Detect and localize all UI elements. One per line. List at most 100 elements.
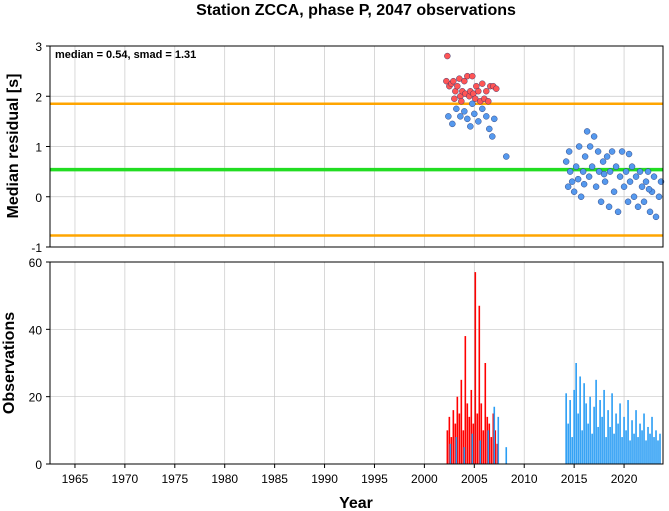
observation-bar-blue bbox=[633, 433, 635, 464]
residual-point-blue bbox=[449, 120, 456, 128]
x-tick-label: 1965 bbox=[62, 472, 89, 486]
observation-bar-blue bbox=[637, 437, 639, 464]
residual-point-blue bbox=[570, 188, 578, 195]
residual-point-blue bbox=[632, 173, 640, 180]
residual-point-blue bbox=[605, 203, 613, 211]
observation-bar-red bbox=[450, 437, 453, 464]
residual-point-blue bbox=[464, 115, 471, 123]
residual-point-blue bbox=[645, 186, 653, 193]
x-tick-label: 1995 bbox=[361, 472, 388, 486]
residual-point-blue bbox=[612, 163, 620, 170]
residual-point-blue bbox=[601, 178, 609, 185]
observation-bar-red bbox=[478, 305, 481, 464]
observation-bar-red bbox=[470, 389, 473, 464]
residual-point-red bbox=[458, 98, 465, 105]
residual-point-blue bbox=[588, 163, 596, 170]
residual-point-blue bbox=[624, 198, 632, 205]
residual-point-blue bbox=[586, 143, 594, 150]
residual-point-red bbox=[451, 95, 458, 102]
bottom-y-tick-label: 60 bbox=[29, 256, 43, 270]
residual-point-blue bbox=[469, 100, 476, 107]
residual-point-blue bbox=[608, 148, 616, 155]
observation-bar-red bbox=[458, 413, 461, 464]
observation-bar-red bbox=[496, 443, 499, 464]
residual-point-blue bbox=[445, 113, 452, 120]
observation-bar-red bbox=[452, 410, 455, 464]
observation-bar-red bbox=[456, 396, 459, 464]
observation-bar-blue bbox=[571, 437, 573, 464]
residual-point-blue bbox=[580, 180, 588, 188]
residual-point-red bbox=[456, 75, 463, 82]
observation-bar-blue bbox=[621, 437, 623, 464]
residual-point-blue bbox=[622, 168, 630, 175]
residual-point-blue bbox=[564, 183, 572, 190]
observation-bar-blue bbox=[631, 420, 633, 464]
observation-bar-blue bbox=[589, 396, 591, 464]
chart-title: Station ZCCA, phase P, 2047 observations bbox=[196, 2, 516, 19]
observation-bar-red bbox=[490, 437, 493, 464]
observation-bar-red bbox=[484, 363, 487, 464]
observation-bar-blue bbox=[569, 400, 571, 464]
residual-point-blue bbox=[491, 115, 498, 123]
top-y-tick-label: 3 bbox=[35, 40, 42, 54]
residual-point-blue bbox=[603, 153, 611, 160]
observation-bar-blue bbox=[573, 389, 575, 464]
residual-point-blue bbox=[600, 170, 608, 178]
residual-point-blue bbox=[606, 168, 614, 175]
residual-point-blue bbox=[489, 133, 496, 140]
residual-point-blue bbox=[597, 198, 605, 205]
residual-point-blue bbox=[562, 158, 570, 165]
residual-point-blue bbox=[610, 188, 618, 195]
observation-bar-blue bbox=[609, 426, 611, 464]
residual-point-red bbox=[461, 77, 468, 85]
observation-bar-red bbox=[472, 423, 475, 464]
residual-point-blue bbox=[594, 148, 602, 155]
observation-bar-blue bbox=[613, 433, 615, 464]
observation-bar-blue bbox=[605, 437, 607, 464]
residual-point-blue bbox=[655, 193, 663, 200]
observation-bar-blue bbox=[597, 426, 599, 464]
observation-bar-blue bbox=[455, 437, 458, 464]
observation-bar-blue bbox=[615, 413, 617, 464]
observation-bar-red bbox=[454, 423, 457, 464]
observation-bar-blue bbox=[627, 400, 629, 464]
residual-point-blue bbox=[461, 108, 468, 115]
observation-bar-blue bbox=[479, 440, 482, 464]
observation-bar-blue bbox=[651, 416, 653, 464]
x-tick-label: 2020 bbox=[611, 472, 638, 486]
top-y-axis-label: Median residual [s] bbox=[5, 74, 22, 219]
residual-point-blue bbox=[475, 118, 482, 125]
observation-bar-red bbox=[464, 336, 467, 464]
residual-point-blue bbox=[628, 163, 636, 170]
observation-bar-blue bbox=[471, 433, 474, 464]
residual-point-blue bbox=[479, 105, 486, 113]
observation-bar-blue bbox=[587, 423, 589, 464]
residual-point-blue bbox=[572, 163, 580, 170]
observation-bar-blue bbox=[577, 413, 579, 464]
observation-bar-red bbox=[466, 403, 469, 464]
observation-bar-red bbox=[462, 430, 465, 464]
observation-bar-blue bbox=[591, 433, 593, 464]
residual-point-blue bbox=[579, 168, 587, 175]
observation-bar-blue bbox=[493, 406, 496, 464]
residual-point-blue bbox=[616, 173, 624, 180]
residual-point-red bbox=[493, 85, 500, 92]
observation-bar-blue bbox=[617, 423, 619, 464]
residual-point-blue bbox=[581, 153, 589, 160]
observation-bar-blue bbox=[655, 430, 657, 464]
observation-bar-blue bbox=[593, 406, 595, 464]
top-panel: median = 0.54, smad = 1.31 -1 0 1 2 3 Median… bbox=[5, 40, 665, 255]
residual-point-blue bbox=[638, 183, 646, 190]
residual-point-blue bbox=[575, 143, 583, 150]
observation-bar-blue bbox=[641, 430, 643, 464]
x-tick-label: 1985 bbox=[261, 472, 288, 486]
residual-point-blue bbox=[467, 123, 474, 130]
bottom-y-tick-label: 20 bbox=[29, 391, 43, 405]
residual-point-blue bbox=[503, 153, 510, 160]
observation-bar-red bbox=[448, 416, 451, 464]
residual-point-blue bbox=[630, 193, 638, 200]
observation-bar-red bbox=[482, 430, 485, 464]
residual-point-blue bbox=[565, 148, 573, 155]
observation-bar-red bbox=[476, 413, 479, 464]
observation-bar-red bbox=[486, 416, 489, 464]
